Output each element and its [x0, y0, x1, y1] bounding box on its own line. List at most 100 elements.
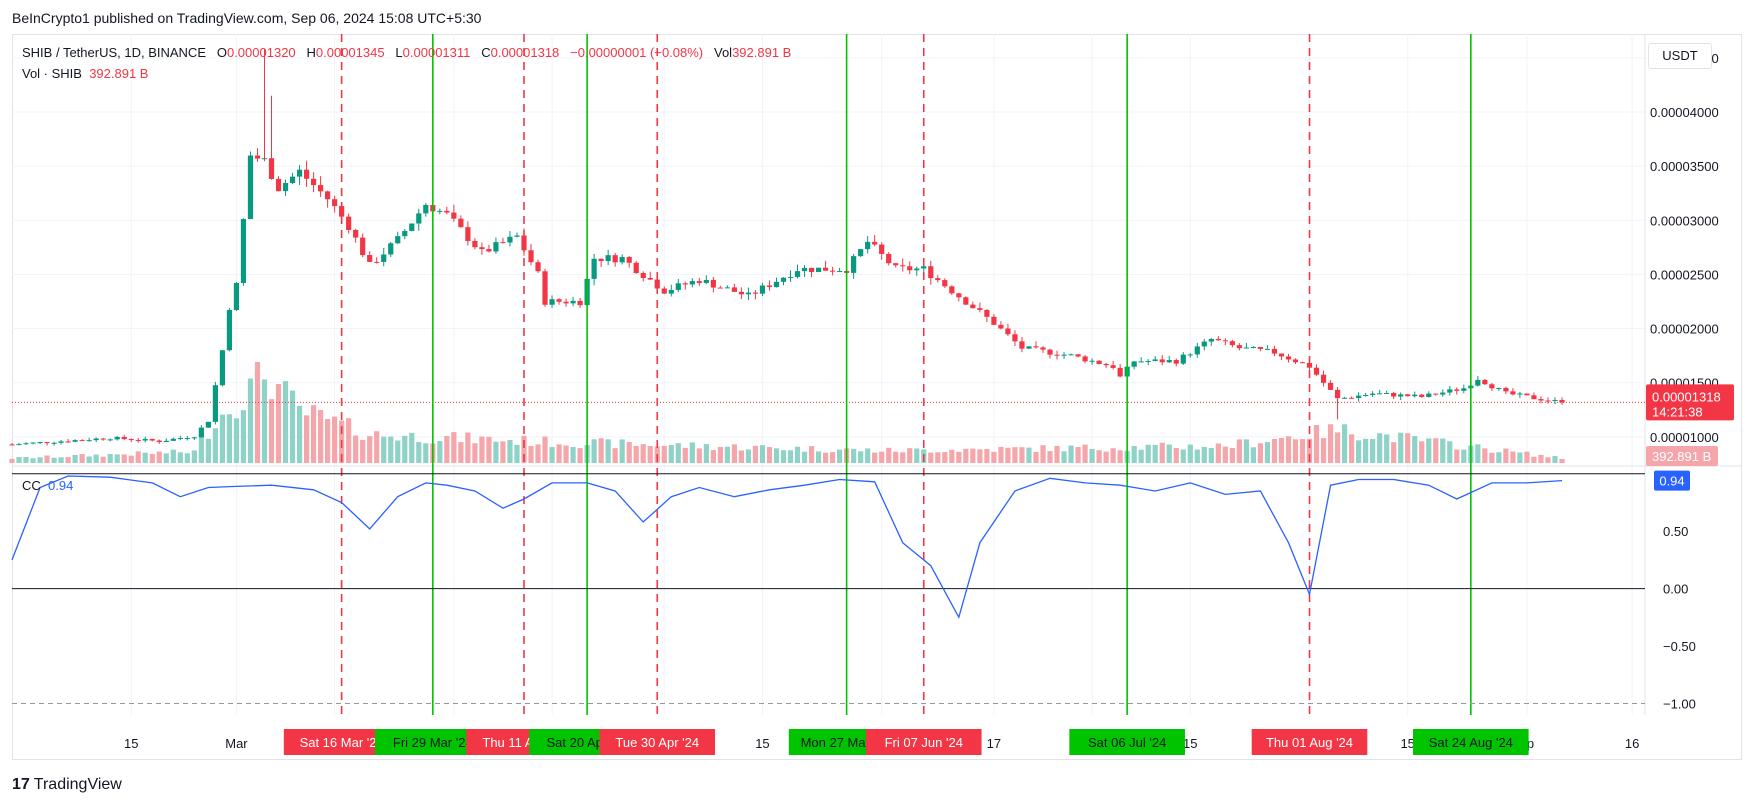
axis-tags: Sat 16 Mar '24 Fri 29 Mar '24 Thu 11 Apr '…: [283, 384, 1734, 755]
time-tick-label: 16: [1625, 736, 1639, 751]
chart-frame[interactable]: [12, 34, 1742, 760]
candle-body: [374, 261, 380, 263]
tradingview-logo[interactable]: 17 TradingView: [12, 776, 122, 794]
volume-bar: [296, 405, 303, 463]
volume-bar: [1040, 445, 1046, 463]
candle-body: [1489, 384, 1495, 389]
candle-body: [191, 437, 197, 439]
volume-bar: [1412, 436, 1418, 463]
candle-body: [1334, 389, 1341, 399]
candle-body: [956, 293, 962, 298]
candle-body: [458, 218, 464, 228]
cc-tick-label: 0.00: [1663, 582, 1688, 597]
candle-body: [907, 266, 913, 271]
symbol-name[interactable]: SHIB / TetherUS, 1D, BINANCE: [22, 45, 206, 60]
candle-body: [1531, 395, 1537, 400]
candle-body: [16, 444, 22, 446]
volume-bar: [528, 445, 534, 463]
candle-body: [332, 199, 338, 207]
candle-body: [1510, 391, 1516, 395]
volume-bar: [970, 448, 976, 463]
volume-bar: [1552, 456, 1558, 463]
candle-body: [865, 241, 871, 250]
volume-bar: [1313, 425, 1320, 463]
volume-bar: [914, 448, 920, 463]
cc-tick-label: −1.00: [1663, 697, 1696, 712]
currency-selector[interactable]: USDT: [1648, 43, 1712, 69]
volume-bar: [1384, 434, 1390, 463]
volume-bar: [325, 419, 331, 463]
volume-bar: [794, 446, 801, 463]
cc-tick-label: 0.50: [1663, 524, 1688, 539]
candle-body: [710, 279, 716, 288]
volume-bar: [1096, 450, 1102, 463]
volume-bar: [1054, 445, 1060, 463]
last-price-label: 0.00001318: [1652, 389, 1721, 404]
candle-body: [794, 271, 801, 277]
volume-bar: [44, 455, 50, 463]
volume-series-label[interactable]: Vol · SHIB: [22, 66, 82, 81]
candle-body: [1257, 346, 1264, 349]
volume-bar: [1229, 448, 1235, 463]
candle-body: [233, 282, 240, 311]
volume-bar: [1250, 447, 1257, 463]
volume-bar: [282, 381, 289, 463]
candle-body: [184, 438, 190, 440]
volume-bar: [549, 447, 555, 463]
candle-body: [1377, 393, 1383, 395]
cc-label[interactable]: CC: [22, 478, 41, 493]
event-date-label: Fri 29 Mar '24: [393, 735, 473, 750]
volume-bar: [1482, 448, 1488, 463]
volume-bar: [542, 436, 548, 463]
candle-body: [1145, 360, 1151, 362]
volume-bar: [1292, 439, 1299, 463]
candle-body: [724, 287, 730, 289]
candle-body: [787, 276, 794, 278]
candle-body: [935, 278, 941, 281]
volume-bar: [423, 443, 429, 463]
candle-body: [1356, 395, 1362, 399]
candle-body: [1208, 338, 1214, 342]
candle-body: [612, 255, 618, 263]
volume-bar: [851, 448, 857, 463]
candle-body: [451, 212, 457, 219]
cc-indicator: [11, 473, 1645, 705]
candle-body: [1250, 346, 1257, 348]
low-label: L: [395, 45, 403, 60]
volume-bar: [900, 452, 906, 463]
volume-bar: [570, 447, 576, 463]
candle-body: [528, 250, 534, 263]
candle-body: [395, 236, 401, 244]
time-tick-label: 15: [755, 736, 769, 751]
candle-body: [998, 324, 1004, 329]
open-value: 0.00001320: [226, 45, 296, 60]
vol-value: 392.891 B: [732, 45, 792, 60]
volume-bar: [1517, 452, 1523, 463]
volume-bar: [1285, 436, 1292, 463]
volume-bar: [500, 441, 506, 463]
time-tick-label: Mar: [225, 736, 248, 751]
cc-tick-label: −0.50: [1663, 639, 1696, 654]
volume-bar: [1306, 438, 1313, 463]
volume-bar: [689, 442, 695, 463]
volume-bar: [388, 436, 394, 463]
volume-bar: [1278, 437, 1285, 463]
volume-bar: [240, 410, 247, 463]
volume-bar: [1341, 424, 1348, 463]
volume-bar: [395, 440, 401, 463]
volume-bar: [261, 379, 268, 463]
candle-body: [942, 280, 948, 287]
volume-bar: [1103, 451, 1109, 463]
volume-bar: [1264, 442, 1271, 463]
candle-body: [1447, 389, 1453, 393]
price-tick-label: 0.00001000: [1650, 430, 1719, 445]
volume-bar: [1131, 445, 1137, 463]
volume-bar: [647, 446, 653, 463]
volume-bar: [479, 436, 485, 463]
volume-bar: [1019, 447, 1025, 463]
volume-bar: [991, 451, 997, 463]
open-label: O: [216, 45, 227, 60]
candle-body: [668, 289, 674, 294]
candle-body: [381, 254, 387, 262]
